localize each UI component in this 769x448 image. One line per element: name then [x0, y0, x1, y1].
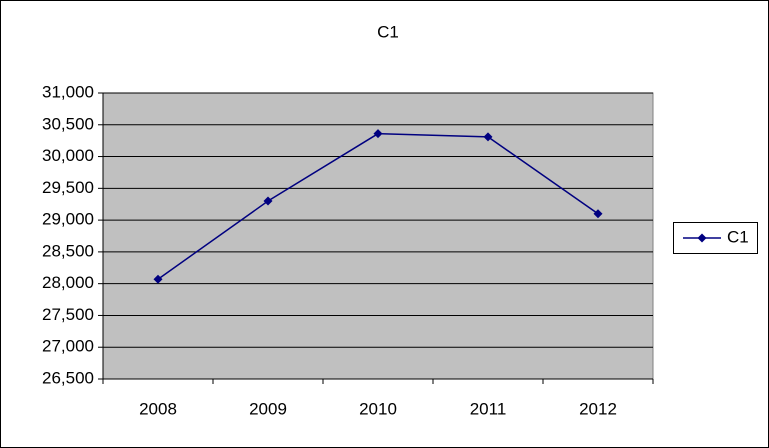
data-point [373, 129, 383, 139]
x-tick-label: 2009 [249, 399, 287, 418]
y-tick-label: 29,500 [42, 178, 94, 197]
data-point [483, 132, 493, 142]
data-point [593, 209, 603, 219]
data-point [263, 196, 273, 206]
y-tick-label: 30,000 [42, 146, 94, 165]
y-tick-label: 26,500 [42, 368, 94, 387]
y-tick-label: 30,500 [42, 114, 94, 133]
x-tick-label: 2008 [139, 399, 177, 418]
legend-label: C1 [727, 227, 749, 246]
data-point [153, 274, 163, 284]
x-tick-label: 2011 [470, 399, 507, 418]
x-tick-label: 2012 [579, 399, 617, 418]
chart-title: C1 [377, 22, 399, 41]
y-tick-label: 29,000 [42, 210, 94, 229]
y-tick-label: 28,000 [42, 273, 94, 292]
legend-marker [697, 233, 707, 243]
y-tick-label: 27,000 [42, 337, 94, 356]
y-tick-label: 27,500 [42, 305, 94, 324]
y-tick-label: 31,000 [42, 82, 94, 101]
x-tick-label: 2010 [359, 399, 397, 418]
y-tick-label: 28,500 [42, 241, 94, 260]
plot-area [102, 92, 654, 380]
